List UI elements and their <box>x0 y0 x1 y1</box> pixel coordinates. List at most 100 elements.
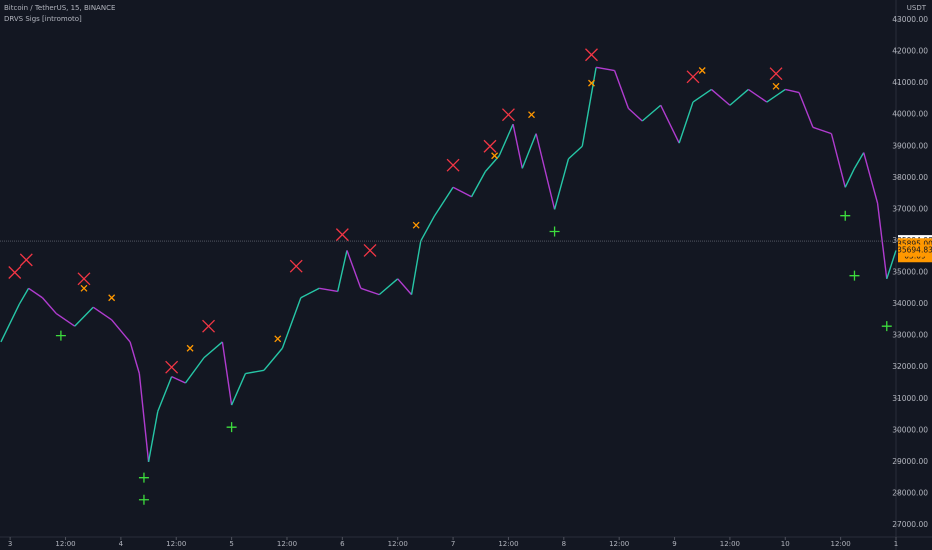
price-segment <box>147 411 159 463</box>
price-segment <box>397 278 413 296</box>
y-tick-label: 43000.00 <box>892 15 928 24</box>
y-tick-label: 39000.00 <box>892 141 928 150</box>
price-segment <box>74 306 94 327</box>
y-tick-label: 27000.00 <box>892 520 928 529</box>
y-tick-label: 28000.00 <box>892 488 928 497</box>
y-tick-label: 30000.00 <box>892 425 928 434</box>
x-tick-label: 12:00 <box>498 540 518 548</box>
x-tick-label: 6 <box>340 540 345 548</box>
price-segment <box>245 369 265 375</box>
price-segment <box>535 133 556 210</box>
y-tick-label: 38000.00 <box>892 173 928 182</box>
price-segment <box>55 312 76 327</box>
y-tick-label: 31000.00 <box>892 394 928 403</box>
price-segment <box>378 278 399 296</box>
price-segment <box>766 88 786 103</box>
x-tick-label: 4 <box>119 540 124 548</box>
price-segment <box>812 126 832 135</box>
price-segment <box>512 124 523 169</box>
signal-marker <box>274 335 282 343</box>
price-segment <box>263 347 283 371</box>
signal-marker <box>186 344 194 352</box>
price-segment <box>129 341 141 374</box>
x-tick-label: 8 <box>562 540 566 548</box>
y-tick-label: 34000.00 <box>892 299 928 308</box>
signal-marker <box>483 139 497 153</box>
y-tick-label: 35000.00 <box>892 268 928 277</box>
x-tick-label: 12:00 <box>831 540 851 548</box>
signal-marker <box>108 294 116 302</box>
y-tick-label: 33000.00 <box>892 331 928 340</box>
price-segment <box>627 107 643 122</box>
signal-marker <box>138 472 149 483</box>
price-segment <box>553 158 570 210</box>
price-segment <box>844 168 856 188</box>
price-segment <box>171 376 186 384</box>
price-segment <box>337 250 348 292</box>
price-segment <box>346 250 362 289</box>
price-segment <box>678 101 694 144</box>
signal-marker <box>412 221 420 229</box>
signal-marker <box>501 108 515 122</box>
x-tick-label: 10 <box>781 540 790 548</box>
signal-marker <box>55 330 66 341</box>
price-segment <box>41 297 57 315</box>
chart-title: Bitcoin / TetherUS, 15, BINANCE <box>4 4 115 12</box>
price-segment <box>203 341 223 359</box>
price-segment <box>710 88 731 106</box>
x-tick-label: 12:00 <box>609 540 629 548</box>
signal-marker <box>588 79 595 87</box>
y-tick-label: 40000.00 <box>892 110 928 119</box>
price-segment <box>798 92 814 128</box>
price-segment <box>452 186 472 198</box>
price-segment <box>660 104 680 144</box>
signal-marker <box>772 82 780 90</box>
signal-marker <box>363 243 377 257</box>
signal-marker <box>849 270 860 281</box>
price-segment <box>111 319 131 343</box>
signal-marker <box>686 70 700 84</box>
price-segment <box>420 215 436 242</box>
price-segment <box>410 240 422 295</box>
price-segment <box>360 287 380 296</box>
price-segment <box>138 373 150 462</box>
signal-marker <box>446 158 460 172</box>
signal-marker <box>8 266 22 279</box>
signal-marker <box>585 48 598 62</box>
y-tick-label: 37000.00 <box>892 204 928 213</box>
signal-marker <box>698 67 706 74</box>
signal-marker <box>289 259 303 273</box>
price-label-box <box>898 244 932 257</box>
price-segment <box>853 152 865 169</box>
price-segment <box>470 171 486 198</box>
price-segment <box>18 287 30 305</box>
signal-marker <box>769 67 783 81</box>
y-tick-label: 41000.00 <box>892 78 928 87</box>
price-segment <box>613 70 630 109</box>
price-segment <box>300 287 320 299</box>
price-segment <box>28 287 43 299</box>
x-tick-label: 12:00 <box>720 540 740 548</box>
y-tick-label: 29000.00 <box>892 457 928 466</box>
y-tick-label: 42000.00 <box>892 47 928 56</box>
price-segment <box>641 104 662 122</box>
price-segment <box>521 133 537 169</box>
price-segment <box>281 297 302 349</box>
signal-marker <box>528 111 535 119</box>
signal-marker <box>19 253 33 267</box>
price-label: 35895.00 <box>897 239 932 248</box>
price-segment <box>0 303 21 343</box>
chart-subtitle: DRVS Sigs [intromoto] <box>4 15 82 23</box>
signal-marker <box>881 321 892 332</box>
x-tick-label: 5 <box>229 540 233 548</box>
price-segment <box>595 66 615 72</box>
price-segment <box>830 133 846 188</box>
price-label: 35694.83 <box>897 246 932 255</box>
x-tick-label: 12:00 <box>166 540 186 548</box>
signal-marker <box>80 284 88 292</box>
price-segment <box>157 376 173 412</box>
price-segment <box>729 88 749 106</box>
signal-marker <box>335 228 349 242</box>
x-tick-label: 12:00 <box>277 540 297 548</box>
